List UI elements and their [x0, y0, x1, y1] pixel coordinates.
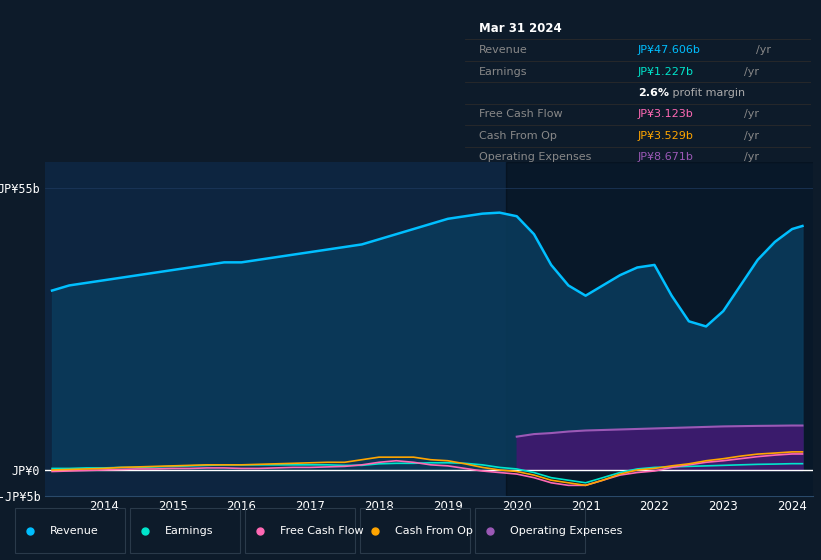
Text: JP¥8.671b: JP¥8.671b — [638, 152, 694, 162]
Text: Revenue: Revenue — [50, 526, 99, 535]
Bar — [507, 162, 821, 496]
Text: JP¥3.529b: JP¥3.529b — [638, 131, 694, 141]
Text: JP¥47.606b: JP¥47.606b — [638, 45, 701, 55]
Text: Earnings: Earnings — [165, 526, 213, 535]
Text: Cash From Op: Cash From Op — [395, 526, 473, 535]
Text: Operating Expenses: Operating Expenses — [479, 152, 591, 162]
Text: /yr: /yr — [755, 45, 771, 55]
Text: Mar 31 2024: Mar 31 2024 — [479, 22, 562, 35]
Text: /yr: /yr — [744, 131, 759, 141]
Text: Free Cash Flow: Free Cash Flow — [479, 109, 562, 119]
Text: JP¥3.123b: JP¥3.123b — [638, 109, 694, 119]
Text: Earnings: Earnings — [479, 67, 527, 77]
Text: /yr: /yr — [744, 109, 759, 119]
Text: Free Cash Flow: Free Cash Flow — [280, 526, 364, 535]
Text: /yr: /yr — [744, 67, 759, 77]
Text: /yr: /yr — [744, 152, 759, 162]
Text: Revenue: Revenue — [479, 45, 528, 55]
Text: profit margin: profit margin — [669, 88, 745, 98]
Text: JP¥1.227b: JP¥1.227b — [638, 67, 694, 77]
Text: Cash From Op: Cash From Op — [479, 131, 557, 141]
Text: Operating Expenses: Operating Expenses — [511, 526, 622, 535]
Text: 2.6%: 2.6% — [638, 88, 669, 98]
